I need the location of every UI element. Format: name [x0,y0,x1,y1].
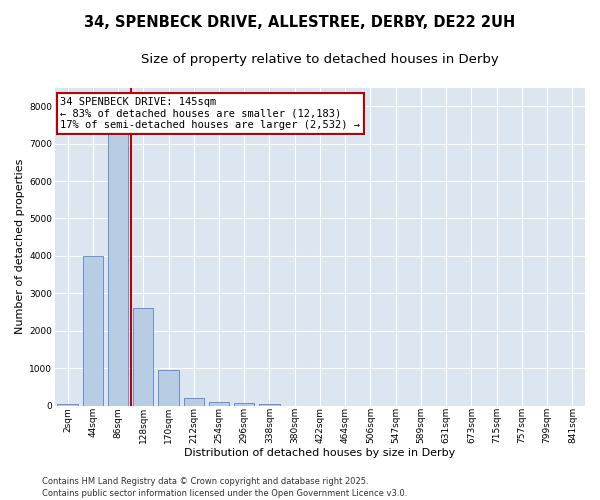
Bar [184,398,204,406]
Bar [133,308,154,406]
Bar [83,256,103,406]
Bar [158,370,179,406]
Bar [209,402,229,406]
X-axis label: Distribution of detached houses by size in Derby: Distribution of detached houses by size … [184,448,455,458]
Bar [58,404,77,406]
Text: 34, SPENBECK DRIVE, ALLESTREE, DERBY, DE22 2UH: 34, SPENBECK DRIVE, ALLESTREE, DERBY, DE… [85,15,515,30]
Bar [108,132,128,406]
Bar [259,404,280,406]
Text: 34 SPENBECK DRIVE: 145sqm
← 83% of detached houses are smaller (12,183)
17% of s: 34 SPENBECK DRIVE: 145sqm ← 83% of detac… [60,97,360,130]
Bar [234,404,254,406]
Y-axis label: Number of detached properties: Number of detached properties [15,159,25,334]
Title: Size of property relative to detached houses in Derby: Size of property relative to detached ho… [141,52,499,66]
Text: Contains HM Land Registry data © Crown copyright and database right 2025.
Contai: Contains HM Land Registry data © Crown c… [42,476,407,498]
